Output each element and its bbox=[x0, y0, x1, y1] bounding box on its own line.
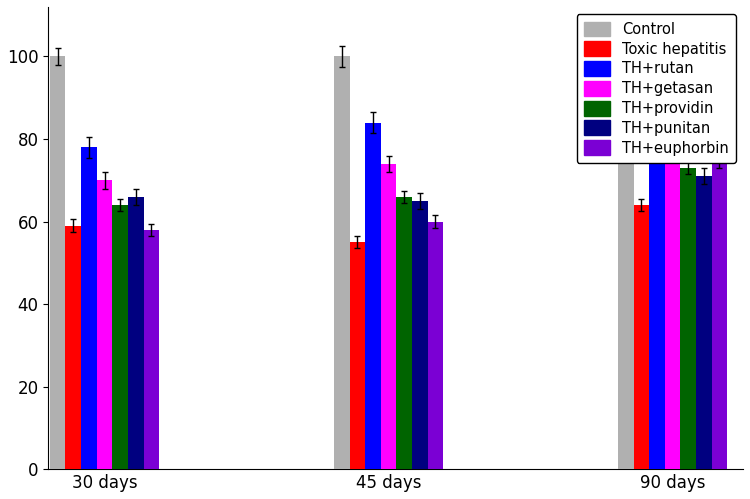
Bar bbox=[112, 205, 128, 469]
Bar bbox=[65, 226, 81, 469]
Bar bbox=[143, 230, 159, 469]
Bar bbox=[412, 201, 428, 469]
Bar bbox=[128, 197, 143, 469]
Bar bbox=[365, 123, 381, 469]
Bar bbox=[397, 197, 412, 469]
Bar bbox=[634, 205, 650, 469]
Bar bbox=[350, 242, 365, 469]
Bar bbox=[381, 164, 397, 469]
Legend: Control, Toxic hepatitis, TH+rutan, TH+getasan, TH+providin, TH+punitan, TH+euph: Control, Toxic hepatitis, TH+rutan, TH+g… bbox=[577, 14, 736, 163]
Bar bbox=[97, 180, 112, 469]
Bar bbox=[618, 56, 634, 469]
Bar bbox=[427, 222, 443, 469]
Bar bbox=[50, 56, 65, 469]
Bar bbox=[664, 143, 680, 469]
Bar bbox=[81, 147, 97, 469]
Bar bbox=[696, 176, 712, 469]
Bar bbox=[334, 56, 350, 469]
Bar bbox=[650, 85, 664, 469]
Bar bbox=[680, 168, 696, 469]
Bar bbox=[712, 160, 728, 469]
